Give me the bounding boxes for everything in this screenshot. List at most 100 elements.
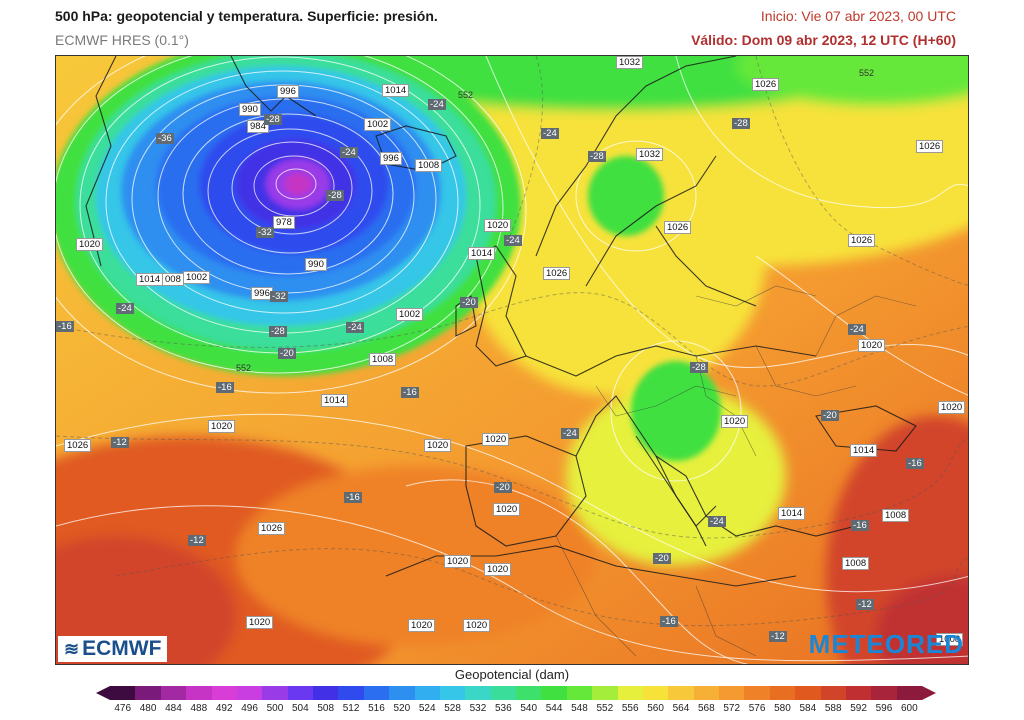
legend-swatch — [338, 686, 364, 700]
legend-tick-label: 560 — [647, 703, 664, 714]
temperature-label: -20 — [278, 348, 296, 359]
isobar-label: 1014 — [778, 507, 806, 520]
weather-map[interactable]: 996 990 984 1014 1002 996 1008 978 990 996 1002 101… — [55, 55, 969, 665]
legend-tick-label: 544 — [545, 703, 563, 714]
temperature-label: -24 — [346, 322, 364, 333]
temperature-label: -16 — [401, 387, 419, 398]
legend-tick-label: 568 — [697, 703, 715, 714]
legend-title: Geopotencial (dam) — [454, 667, 570, 682]
legend-tick-label: 520 — [393, 703, 411, 714]
legend-swatch — [871, 686, 897, 700]
legend-swatch — [592, 686, 618, 700]
isobar-label: 1020 — [246, 616, 274, 629]
color-legend — [110, 686, 922, 700]
legend-swatch — [566, 686, 593, 700]
isobar-label: 1026 — [64, 439, 92, 452]
temperature-label: -24 — [428, 99, 446, 110]
geopotential-label: 552 — [859, 68, 875, 78]
legend-tick-label: 588 — [824, 703, 842, 714]
temperature-label: -20 — [821, 410, 839, 421]
isobar-label: 1026 — [752, 78, 780, 91]
legend-tick-label: 564 — [672, 703, 690, 714]
isobar-label: 1020 — [408, 619, 436, 632]
legend-tick-label: 576 — [748, 703, 766, 714]
temperature-label: -12 — [769, 631, 787, 642]
geopotential-label: 552 — [236, 363, 252, 373]
legend-swatch — [389, 686, 415, 700]
legend-swatch — [617, 686, 643, 700]
temperature-label: -16 — [216, 382, 234, 393]
isobar-label: 1002 — [364, 118, 392, 131]
isobar-label: 990 — [305, 258, 327, 271]
legend-tick-label: 548 — [571, 703, 588, 714]
legend-swatch — [820, 686, 846, 700]
legend-swatch — [287, 686, 313, 700]
isobar-label: 1026 — [543, 267, 571, 280]
temperature-label: -12 — [856, 599, 874, 610]
legend-swatch — [744, 686, 770, 700]
temperature-label: -24 — [561, 428, 579, 439]
legend-tick-label: 596 — [875, 703, 893, 714]
map-field — [56, 56, 968, 664]
legend-swatch — [186, 686, 212, 700]
legend-tick-label: 540 — [520, 703, 538, 714]
isobar-label: 1014 — [468, 247, 496, 260]
isobar-label: 1026 — [258, 522, 286, 535]
isobar-label: 1020 — [482, 433, 510, 446]
legend-tick-label: 492 — [215, 703, 233, 714]
isobar-label: 990 — [239, 103, 261, 116]
temperature-label: -24 — [848, 324, 866, 335]
isobar-label: 996 — [380, 152, 402, 165]
legend-tick-label: 524 — [418, 703, 436, 714]
isobar-label: 1008 — [415, 159, 443, 172]
legend-tick-label: 504 — [291, 703, 309, 714]
isobar-label: 1020 — [208, 420, 236, 433]
isobar-label: 1020 — [938, 401, 966, 414]
temperature-label: -32 — [256, 227, 274, 238]
legend-swatch — [414, 686, 440, 700]
ecmwf-logo-text: ECMWF — [82, 637, 162, 660]
ecmwf-logo: ≋ ECMWF — [58, 636, 168, 662]
isobar-label: 1008 — [936, 633, 964, 646]
temperature-label: -16 — [344, 492, 362, 503]
isobar-label: 1020 — [721, 415, 749, 428]
legend-swatch — [465, 686, 491, 700]
isobar-label: 1020 — [444, 555, 472, 568]
legend-tick-label: 476 — [114, 703, 132, 714]
temperature-label: -24 — [708, 516, 726, 527]
legend-tick-label: 484 — [165, 703, 182, 714]
isobar-label: 1020 — [424, 439, 452, 452]
legend-tick-label: 536 — [494, 703, 512, 714]
geopotential-label: 552 — [458, 90, 474, 100]
legend-tick-label: 572 — [723, 703, 741, 714]
temperature-label: -24 — [116, 303, 134, 314]
temperature-label: -20 — [460, 297, 478, 308]
legend-swatch — [668, 686, 694, 700]
isobar-label: 1014 — [136, 273, 164, 286]
temperature-label: -28 — [588, 151, 606, 162]
legend-tick-label: 480 — [139, 703, 157, 714]
isobar-label: 1014 — [321, 394, 349, 407]
isobar-label: 984 — [247, 120, 269, 133]
temperature-label: -16 — [906, 458, 924, 469]
legend-swatch — [110, 686, 136, 700]
isobar-label: 1020 — [858, 339, 886, 352]
temperature-label: -24 — [541, 128, 559, 139]
temperature-label: -12 — [188, 535, 206, 546]
legend-swatch — [541, 686, 567, 700]
isobar-label: 1014 — [850, 444, 878, 457]
isobar-label: 1026 — [848, 234, 876, 247]
legend-tick-label: 528 — [444, 703, 461, 714]
legend-swatch — [896, 686, 922, 700]
temperature-label: -36 — [156, 133, 174, 144]
temperature-label: -20 — [494, 482, 512, 493]
legend-swatch — [769, 686, 796, 700]
isobar-label: 1032 — [616, 56, 644, 69]
isobar-label: 1026 — [916, 140, 944, 153]
legend-swatch — [135, 686, 161, 700]
legend-swatch — [719, 686, 745, 700]
model-label: ECMWF HRES (0.1°) — [55, 32, 189, 48]
legend-swatch — [439, 686, 466, 700]
ecmwf-logo-icon: ≋ — [64, 638, 80, 659]
valid-time: Válido: Dom 09 abr 2023, 12 UTC (H+60) — [691, 32, 956, 48]
